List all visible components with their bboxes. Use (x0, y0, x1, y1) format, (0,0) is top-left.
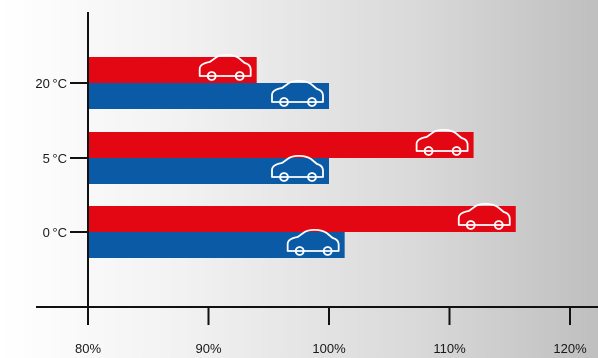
y-tick-label: 20 °C (35, 76, 67, 91)
x-tick-label: 80% (75, 341, 101, 356)
bar-series2-3 (88, 232, 345, 258)
bar-series1-3 (88, 206, 516, 232)
bar-series1-2 (88, 132, 474, 158)
x-tick-label: 110% (433, 341, 466, 356)
x-tick-label: 100% (312, 341, 346, 356)
x-tick-label: 120% (553, 341, 587, 356)
bar-series2-1 (88, 83, 329, 109)
bar-series2-2 (88, 158, 329, 184)
y-tick-label: 0 °C (43, 225, 67, 240)
x-tick-label: 90% (195, 341, 221, 356)
y-tick-label: 5 °C (43, 151, 67, 166)
bar-series1-1 (88, 57, 257, 83)
